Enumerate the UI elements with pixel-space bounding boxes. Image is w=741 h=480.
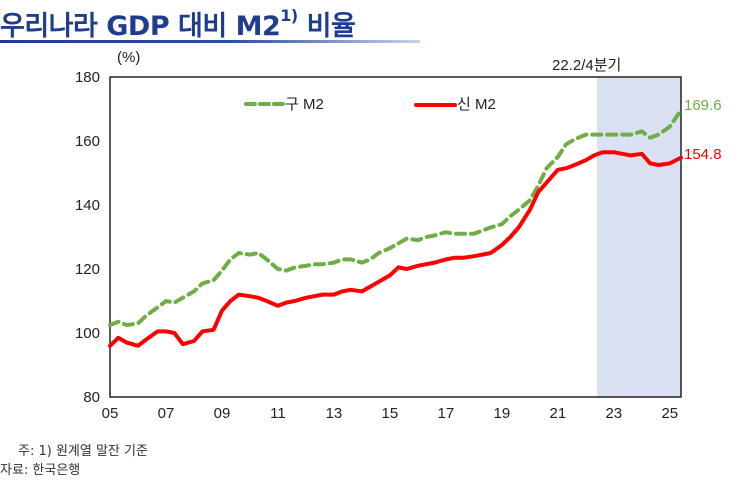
series-line-new-m2 [108,150,683,348]
y-tick-label: 140 [75,197,100,214]
title-tail: 비율 [297,11,356,42]
x-tick-label: 11 [270,405,286,422]
plot-frame [109,76,682,398]
title-main: 우리나라 GDP 대비 M2 [0,11,281,42]
y-tick-label: 80 [83,389,100,406]
x-tick-label: 25 [661,405,678,422]
legend-label-old-m2: 구 M2 [285,96,324,113]
footnote: 주: 1) 원계열 말잔 기준 [18,444,148,459]
x-tick-label: 15 [382,405,399,422]
x-tick-label: 21 [549,405,566,422]
x-tick-label: 23 [605,405,622,422]
y-tick-label: 180 [75,69,100,86]
x-tick-label: 05 [102,405,119,422]
shaded-forecast-region [597,77,681,397]
x-tick-label: 19 [494,405,511,422]
x-tick-label: 17 [438,405,455,422]
chart-title: 우리나라 GDP 대비 M21) 비율 [0,4,356,43]
y-tick-label: 160 [75,133,100,150]
series-line-old-m2 [108,108,683,327]
x-tick-label: 07 [158,405,175,422]
shaded-region-label: 22.2/4분기 [552,57,621,74]
y-tick-label: 120 [75,261,100,278]
title-footnote-mark: 1) [280,6,298,25]
y-axis-unit-label: (%) [117,49,140,66]
legend-label-new-m2: 신 M2 [457,96,496,113]
end-label-old-m2: 169.6 [684,97,722,114]
x-tick-label: 13 [326,405,343,422]
x-tick-label: 09 [214,405,231,422]
y-tick-label: 100 [75,325,100,342]
end-label-new-m2: 154.8 [684,146,722,163]
title-underline [0,40,420,43]
source-note: 자료: 한국은행 [0,463,81,478]
